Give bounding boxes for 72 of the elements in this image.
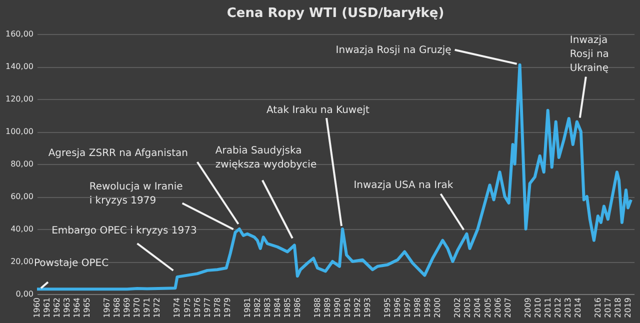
x-tick-label: 2016 xyxy=(593,298,602,318)
chart-title: Cena Ropy WTI (USD/baryłkę) xyxy=(226,6,444,21)
x-tick-label: 1998 xyxy=(413,298,422,318)
x-tick-label: 1975 xyxy=(182,298,192,318)
x-tick-label: 1989 xyxy=(322,298,332,318)
x-tick-label: 2009 xyxy=(523,298,532,318)
x-tick-label: 1983 xyxy=(262,298,272,318)
x-tick-label: 1997 xyxy=(403,298,412,318)
x-tick-label: 1982 xyxy=(252,298,262,318)
annotation: Powstaje OPEC xyxy=(34,258,109,270)
x-tick-label: 1991 xyxy=(343,298,352,318)
x-tick-label: 1999 xyxy=(423,298,432,318)
x-tick-label: 1971 xyxy=(142,298,152,318)
x-tick-label: 2011 xyxy=(543,298,552,318)
y-tick-label: 100,00 xyxy=(6,127,34,136)
annotation: Atak Iraku na Kuwejt xyxy=(266,105,370,116)
x-tick-label: 1964 xyxy=(72,298,82,318)
y-tick-label: 0,00 xyxy=(16,290,34,298)
annotation: Rewolucja w Iranie i kryzys 1979 xyxy=(89,181,183,206)
x-tick-label: 1984 xyxy=(272,298,282,318)
x-tick-label: 1967 xyxy=(102,298,112,318)
y-tick-label: 60,00 xyxy=(10,192,34,201)
y-tick-label: 120,00 xyxy=(6,94,34,104)
x-tick-label: 2017 xyxy=(603,298,612,318)
x-tick-label: 1985 xyxy=(282,298,292,318)
x-tick-label: 1995 xyxy=(383,298,392,318)
x-tick-label: 1977 xyxy=(202,298,212,318)
y-tick-label: 140,00 xyxy=(6,62,34,71)
x-tick-label: 1969 xyxy=(122,298,132,318)
annotation: Inwazja Rosji na Ukrainę xyxy=(570,34,609,74)
x-tick-label: 1988 xyxy=(312,298,322,318)
x-tick-label: 1970 xyxy=(132,298,142,318)
x-tick-label: 1979 xyxy=(222,298,232,318)
x-tick-label: 1976 xyxy=(192,298,202,318)
x-tick-label: 1960 xyxy=(32,298,42,318)
line-series xyxy=(36,63,632,291)
y-tick-label: 160,00 xyxy=(6,30,34,38)
x-tick-label: 2014 xyxy=(573,298,582,318)
x-tick-label: 2003 xyxy=(463,298,472,318)
y-tick-label: 80,00 xyxy=(10,160,34,168)
x-tick-label: 1986 xyxy=(292,298,302,318)
x-tick-label: 2000 xyxy=(433,298,442,318)
x-tick-label: 1961 xyxy=(42,298,52,318)
annotation: Agresja ZSRR na Afganistan xyxy=(48,148,188,159)
annotation: Arabia Saudyjska zwiększa wydobycie xyxy=(215,145,317,170)
y-tick-label: 40,00 xyxy=(10,224,34,234)
x-tick-label: 1965 xyxy=(82,298,92,318)
x-tick-label: 1990 xyxy=(333,298,342,318)
x-tick-label: 2012 xyxy=(553,298,562,318)
annotation: Embargo OPEC i kryzys 1973 xyxy=(52,226,197,236)
x-tick-label: 2002 xyxy=(453,298,462,318)
x-tick-label: 2019 xyxy=(623,298,632,318)
x-tick-label: 1972 xyxy=(152,298,162,318)
x-tick-label: 1996 xyxy=(393,298,402,318)
x-tick-label: 2018 xyxy=(613,298,622,318)
x-tick-label: 1981 xyxy=(242,298,252,318)
annotation: Inwazja USA na Irak xyxy=(354,180,454,191)
x-tick-label: 2007 xyxy=(503,298,512,318)
x-tick-label: 2004 xyxy=(473,298,482,318)
x-tick-label: 1978 xyxy=(212,298,222,318)
x-tick-label: 1992 xyxy=(353,298,362,318)
y-tick-label: 20,00 xyxy=(10,257,34,266)
x-tick-label: 2013 xyxy=(563,298,572,318)
x-tick-label: 1974 xyxy=(172,298,182,318)
x-tick-label: 2006 xyxy=(493,298,502,318)
x-tick-label: 1993 xyxy=(363,298,372,318)
x-tick-label: 2005 xyxy=(483,298,492,318)
x-tick-label: 1963 xyxy=(62,298,72,318)
x-tick-label: 1968 xyxy=(112,298,122,318)
annotation: Inwazja Rosji na Gruzję xyxy=(336,44,452,56)
x-tick-label: 2010 xyxy=(533,298,542,318)
x-tick-label: 1962 xyxy=(52,298,62,318)
